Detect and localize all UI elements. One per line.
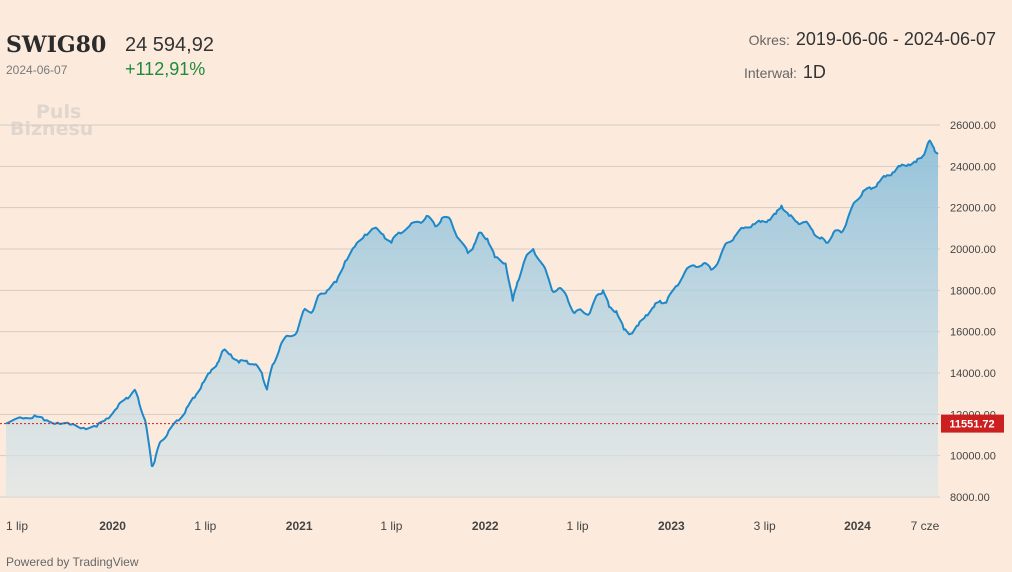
quote-date: 2024-06-07 — [6, 63, 68, 77]
baseline-price-tag: 11551.72 — [941, 414, 1004, 433]
chart-header: SWIG80 2024-06-07 24 594,92 +112,91% Okr… — [0, 0, 1012, 100]
interval-label: Interwał: — [744, 65, 797, 81]
x-tick-label: 7 cze — [911, 519, 940, 533]
last-price: 24 594,92 — [125, 34, 214, 56]
period-label: Okres: — [748, 32, 790, 48]
powered-by-tradingview[interactable]: Powered by TradingView — [6, 555, 139, 569]
period-selector[interactable]: Okres: 2019-06-06 - 2024-06-07 — [749, 29, 996, 50]
x-tick-label: 2024 — [844, 519, 871, 533]
x-tick-label: 1 lip — [567, 519, 589, 533]
baseline-tag-bg — [941, 414, 1004, 433]
y-tick-label: 20000.00 — [950, 244, 996, 256]
y-tick-label: 26000.00 — [950, 120, 996, 132]
x-tick-label: 1 lip — [380, 519, 402, 533]
watermark-line2: Biznesu — [10, 118, 94, 140]
interval-selector[interactable]: Interwał: 1D — [744, 62, 826, 83]
x-tick-label: 2022 — [472, 519, 499, 533]
x-tick-label: 3 lip — [754, 519, 776, 533]
price-chart[interactable]: 8000.0010000.0012000.0014000.0016000.001… — [0, 100, 1012, 540]
x-tick-label: 2023 — [658, 519, 685, 533]
x-tick-label: 2020 — [99, 519, 126, 533]
x-tick-label: 1 lip — [194, 519, 216, 533]
percent-change: +112,91% — [125, 59, 206, 79]
x-tick-label: 1 lip — [6, 519, 28, 533]
y-tick-label: 24000.00 — [950, 161, 996, 173]
watermark-line1: Puls — [36, 101, 82, 123]
y-tick-label: 14000.00 — [950, 368, 996, 380]
period-value[interactable]: 2019-06-06 - 2024-06-07 — [795, 29, 996, 49]
price-line — [5, 139, 939, 468]
price-area — [6, 140, 938, 497]
y-tick-label: 10000.00 — [950, 451, 996, 463]
baseline-tag-label: 11551.72 — [949, 419, 994, 431]
puls-biznesu-watermark: Puls Biznesu — [10, 101, 110, 144]
y-tick-label: 8000.00 — [950, 492, 990, 504]
y-tick-label: 16000.00 — [950, 327, 996, 339]
y-tick-label: 18000.00 — [950, 285, 996, 297]
y-tick-label: 22000.00 — [950, 203, 996, 215]
interval-value[interactable]: 1D — [802, 62, 826, 82]
x-tick-label: 2021 — [286, 519, 313, 533]
x-axis: 1 lip 2020 1 lip 2021 1 lip 2022 1 lip 2023 3 li… — [6, 519, 940, 533]
index-symbol: SWIG80 — [6, 32, 107, 58]
y-axis: 8000.0010000.0012000.0014000.0016000.001… — [950, 120, 996, 504]
